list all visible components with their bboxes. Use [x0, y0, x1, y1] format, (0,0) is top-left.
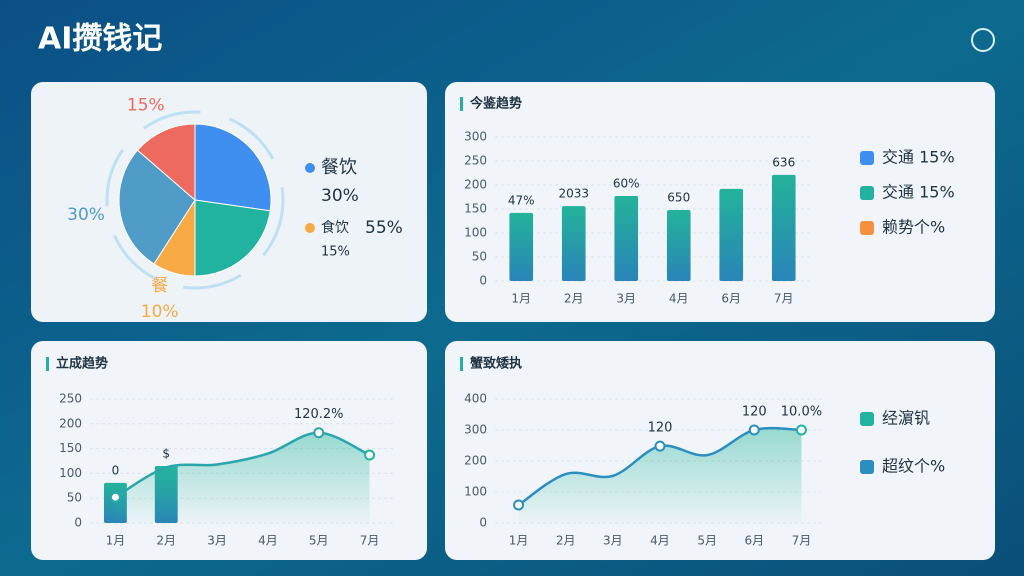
title-accent: [460, 97, 463, 111]
data-label: 650: [667, 190, 690, 204]
y-tick-label: 50: [472, 250, 487, 264]
y-tick-label: 100: [464, 226, 487, 240]
data-label: 60%: [613, 177, 640, 191]
data-label: 47%: [508, 193, 535, 207]
x-tick-label: 1月: [106, 534, 126, 548]
slice-label: 30%: [67, 205, 105, 225]
legend-label: 超纹个%: [882, 457, 945, 476]
data-label: 2033: [558, 187, 589, 201]
y-tick-label: 250: [464, 154, 487, 168]
legend-label: 赖势个%: [882, 218, 945, 237]
app-title: AI攒钱记: [38, 22, 162, 57]
title-accent: [46, 357, 49, 371]
bar: [771, 174, 796, 281]
y-tick-label: 100: [464, 485, 487, 499]
y-tick-label: 100: [59, 466, 82, 480]
y-tick-label: 150: [464, 202, 487, 216]
x-tick-label: 2月: [156, 534, 176, 548]
x-tick-label: 1月: [511, 292, 531, 306]
y-tick-label: 0: [479, 516, 487, 530]
point: [795, 424, 807, 436]
legend-label: 食饮: [321, 219, 349, 236]
point: [364, 449, 376, 461]
slice-category: 餐: [151, 276, 168, 296]
data-label: 0: [112, 463, 120, 477]
slice-label: 10%: [141, 302, 179, 322]
bar: [719, 188, 744, 281]
panel-title: 立成趋势: [56, 356, 108, 372]
y-tick-label: 200: [464, 178, 487, 192]
bar: [666, 209, 691, 281]
x-tick-label: 2月: [564, 292, 584, 306]
pie-halo: [105, 110, 285, 290]
x-tick-label: 1月: [509, 534, 529, 548]
legend-swatch: [860, 412, 874, 426]
settings-icon[interactable]: [971, 28, 995, 52]
slice-label: 15%: [127, 95, 165, 115]
legend-swatch: [860, 151, 874, 165]
x-tick-label: 3月: [603, 534, 623, 548]
legend-swatch: [860, 221, 874, 235]
pie-slice: [194, 123, 272, 212]
legend-label: 餐饮: [321, 157, 357, 178]
y-tick-label: 200: [59, 416, 82, 430]
data-label: 120.2%: [294, 407, 344, 422]
pie-slice: [136, 123, 196, 202]
legend-swatch: [860, 460, 874, 474]
y-tick-label: 400: [464, 392, 487, 406]
y-tick-label: 300: [464, 130, 487, 144]
y-tick-label: 0: [479, 274, 487, 288]
panel-title: 今鉴趋势: [469, 96, 522, 112]
data-label: 120: [742, 405, 767, 420]
point: [654, 440, 666, 452]
x-tick-label: 3月: [207, 534, 227, 548]
data-label: $: [162, 446, 170, 460]
y-tick-label: 250: [59, 392, 82, 406]
bar: [614, 196, 639, 281]
point: [109, 491, 121, 503]
legend-value: 30%: [321, 186, 359, 206]
legend-value: 55%: [365, 218, 403, 238]
legend-label: 交通 15%: [882, 148, 955, 167]
x-tick-label: 2月: [556, 534, 576, 548]
x-tick-label: 5月: [697, 534, 717, 548]
bar: [509, 212, 534, 281]
y-tick-label: 300: [464, 423, 487, 437]
data-label: 10.0%: [781, 405, 822, 420]
y-tick-label: 150: [59, 441, 82, 455]
pie-slice: [194, 199, 271, 277]
x-tick-label: 6月: [721, 292, 741, 306]
x-tick-label: 7月: [360, 534, 380, 548]
legend-swatch: [860, 186, 874, 200]
legend-label: 经濵钒: [882, 409, 930, 428]
legend-label: 交通 15%: [882, 183, 955, 202]
legend-dot: [305, 163, 315, 173]
y-tick-label: 0: [74, 516, 82, 530]
area: [115, 432, 370, 523]
y-tick-label: 50: [67, 491, 82, 505]
x-tick-label: 7月: [774, 292, 794, 306]
data-label: 120: [648, 421, 673, 436]
bar: [561, 206, 586, 281]
x-tick-label: 4月: [258, 534, 278, 548]
legend-dot: [305, 223, 315, 233]
x-tick-label: 4月: [650, 534, 670, 548]
point: [748, 424, 760, 436]
point: [313, 427, 325, 439]
x-tick-label: 7月: [792, 534, 812, 548]
x-tick-label: 5月: [309, 534, 329, 548]
pie-slice: [118, 149, 196, 265]
point: [513, 499, 525, 511]
panel-title: 蟹致矮执: [469, 356, 522, 372]
x-tick-label: 6月: [744, 534, 764, 548]
data-label: 636: [772, 155, 795, 169]
y-tick-label: 200: [464, 454, 487, 468]
title-accent: [460, 357, 463, 371]
x-tick-label: 4月: [669, 292, 689, 306]
x-tick-label: 3月: [616, 292, 636, 306]
legend-value: 15%: [321, 245, 350, 260]
area: [518, 428, 802, 523]
